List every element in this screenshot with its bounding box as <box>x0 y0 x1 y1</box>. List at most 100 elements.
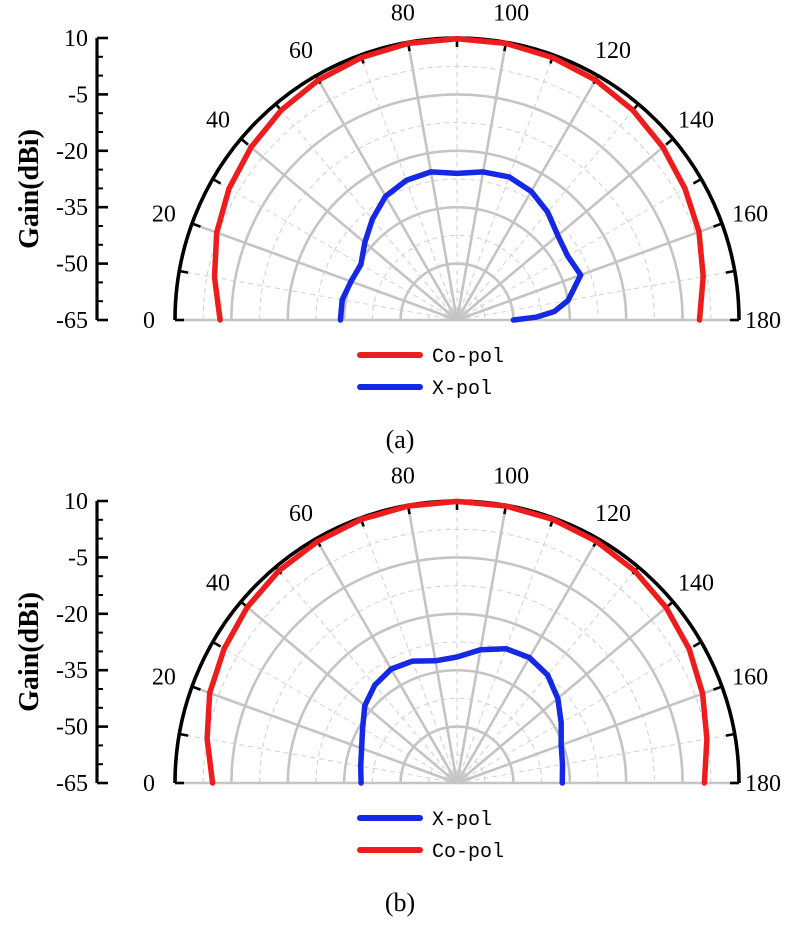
angle-tick <box>692 640 702 648</box>
y-axis-label: Gain(dBi) <box>14 129 45 249</box>
legend: X-pol Co-pol <box>357 809 504 864</box>
grid-spoke-minor <box>179 270 458 321</box>
angle-label: 80 <box>391 464 415 490</box>
grid-spoke-minor <box>360 54 458 321</box>
grid-spoke <box>456 600 674 784</box>
legend-label: Co-pol <box>432 346 504 369</box>
grid-spoke <box>406 42 459 321</box>
outer-axis <box>173 36 741 322</box>
panel-caption: (a) <box>386 425 415 454</box>
grid-spoke-minor <box>456 270 735 321</box>
grid-spoke <box>456 222 723 322</box>
angle-tick <box>725 732 735 737</box>
y-axis-label: Gain(dBi) <box>14 592 45 712</box>
angle-label: 160 <box>732 201 768 227</box>
panel-caption: (b) <box>385 888 415 917</box>
radial-tick-label: -50 <box>56 715 88 741</box>
grid-spoke <box>406 505 459 784</box>
grid-spoke <box>191 685 458 785</box>
grid-spoke <box>455 538 600 784</box>
radial-tick-label: -65 <box>56 771 88 797</box>
grid-ring-minor <box>428 291 486 321</box>
polar-grid <box>175 38 739 322</box>
angle-label: 20 <box>152 664 176 690</box>
radial-tick-label: -35 <box>56 195 88 221</box>
polar-chart-a: 0 20 40 60 80 100 120 140 160 180 10 -5 -20 -35 -50 -65… <box>14 1 781 454</box>
polar-chart-b: 0 20 40 60 80 100 120 140 160 180 10 -5 -20 -35 -50 -65… <box>14 464 781 917</box>
angle-tick <box>212 177 222 185</box>
angle-tick <box>692 177 702 185</box>
series-line-x-pol <box>337 169 584 323</box>
polar-grid <box>175 501 739 785</box>
angle-tick <box>665 137 674 146</box>
angle-tick <box>191 222 201 228</box>
series-line-x-pol <box>357 645 566 786</box>
angle-label: 140 <box>678 570 714 596</box>
radial-tick-label: -5 <box>68 82 88 108</box>
legend-label: X-pol <box>432 809 492 832</box>
radial-tick-label: -5 <box>68 545 88 571</box>
grid-spoke-minor <box>456 566 639 784</box>
radial-tick-label: -50 <box>56 252 88 278</box>
angle-label: 100 <box>493 464 529 490</box>
grid-spoke <box>191 222 458 322</box>
angle-tick <box>725 269 735 274</box>
grid-spoke <box>456 685 723 785</box>
angle-label: 180 <box>745 771 781 797</box>
grid-spoke <box>455 42 508 321</box>
grid-spoke-minor <box>360 517 458 784</box>
angle-tick <box>179 269 189 274</box>
angle-label: 100 <box>493 1 529 27</box>
grid-spoke <box>455 75 600 321</box>
grid-spoke <box>455 505 508 784</box>
radial-axis: 10 -5 -20 -35 -50 -65 <box>56 26 108 334</box>
grid-ring-minor <box>371 697 543 784</box>
angle-label: 40 <box>206 570 230 596</box>
grid-spoke <box>240 137 458 321</box>
grid-ring-minor <box>259 122 655 321</box>
angle-label: 120 <box>595 38 631 64</box>
grid-ring-minor <box>315 178 599 321</box>
grid-spoke <box>240 600 458 784</box>
radial-axis: 10 -5 -20 -35 -50 -65 <box>56 489 108 797</box>
angle-label: 0 <box>143 308 155 334</box>
legend-label: Co-pol <box>432 841 504 864</box>
outer-arc <box>173 36 741 321</box>
radial-tick-label: -20 <box>56 139 88 165</box>
angle-tick <box>191 685 201 691</box>
angle-label: 160 <box>732 664 768 690</box>
grid-spoke-minor <box>275 566 458 784</box>
angle-label: 120 <box>595 501 631 527</box>
radial-tick-label: -20 <box>56 602 88 628</box>
angle-label: 80 <box>391 1 415 27</box>
series-line-co-pol <box>204 498 710 786</box>
grid-ring-minor <box>428 754 486 784</box>
grid-ring-minor <box>371 234 543 321</box>
radial-tick-label: 10 <box>64 489 88 515</box>
grid-spoke-minor <box>456 733 735 784</box>
angle-label: 60 <box>289 38 313 64</box>
outer-axis <box>173 499 741 785</box>
angle-label: 40 <box>206 107 230 133</box>
grid-ring <box>286 149 628 321</box>
grid-spoke-minor <box>212 178 458 321</box>
grid-spoke-minor <box>456 54 554 321</box>
grid-ring-minor <box>259 585 655 784</box>
grid-spoke-minor <box>275 103 458 321</box>
angle-tick <box>713 685 723 691</box>
grid-ring <box>286 612 628 784</box>
grid-spoke <box>456 137 674 321</box>
angle-label: 60 <box>289 501 313 527</box>
legend-label: X-pol <box>432 378 492 401</box>
angle-tick <box>240 137 249 146</box>
angle-tick <box>179 732 189 737</box>
angle-tick <box>212 640 222 648</box>
grid-ring-minor <box>315 641 599 784</box>
angle-label: 140 <box>678 107 714 133</box>
radial-tick-label: 10 <box>64 26 88 52</box>
radial-tick-label: -35 <box>56 658 88 684</box>
grid-spoke-minor <box>456 103 639 321</box>
grid-spoke-minor <box>212 641 458 784</box>
figure-panel-b: 0 20 40 60 80 100 120 140 160 180 10 -5 -20 -35 -50 -65… <box>0 463 800 925</box>
outer-arc <box>173 499 741 784</box>
